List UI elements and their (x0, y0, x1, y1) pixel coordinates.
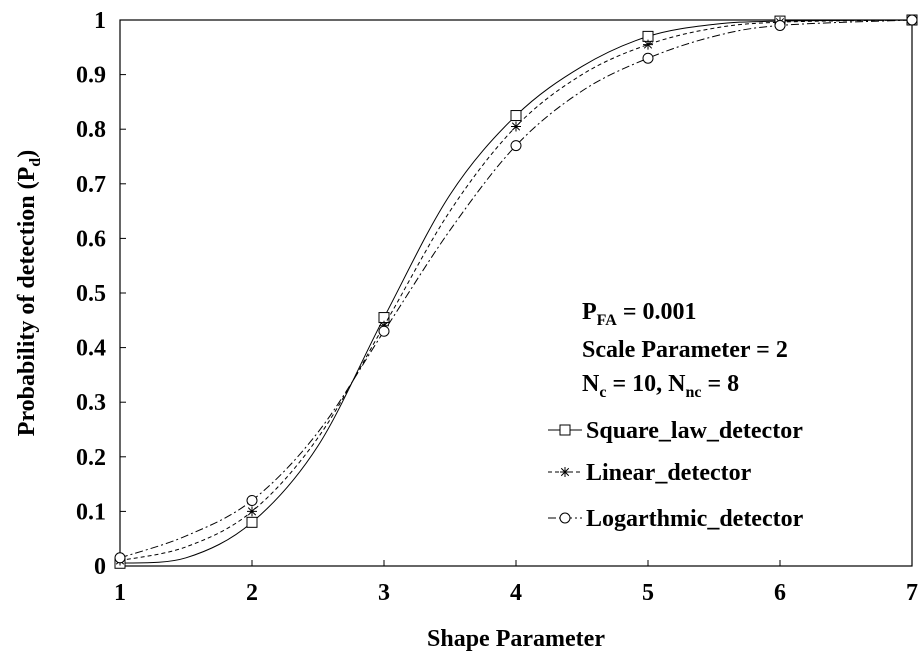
y-tick-label: 0.4 (76, 336, 106, 362)
data-point-star (643, 39, 653, 50)
legend-label: Square_law_detector (586, 418, 803, 444)
y-tick-label: 0.1 (76, 499, 106, 525)
y-tick-label: 0.9 (76, 63, 106, 89)
data-point-circle (378, 325, 390, 337)
x-axis-title: Shape Parameter (427, 626, 605, 652)
legend: Square_law_detector Linear_detector Logart… (548, 418, 804, 532)
y-tick-label: 0.7 (76, 172, 106, 198)
y-tick-label: 0.6 (76, 226, 106, 252)
legend-item: Linear_detector (548, 460, 752, 486)
legend-marker-star (560, 467, 570, 477)
series-line-circle (119, 19, 913, 559)
series-line-star (119, 19, 913, 562)
series-line-square (119, 19, 913, 564)
legend-label: Linear_detector (586, 460, 752, 486)
y-tick-label: 0 (94, 554, 106, 580)
y-tick-label: 0.3 (76, 390, 106, 416)
y-tick-label: 1 (94, 8, 106, 34)
y-axis: 0 0.1 0.2 0.3 0.4 0.5 0.6 0.7 0.8 0.9 1 (76, 8, 126, 580)
data-point-star (247, 506, 257, 517)
series-layer (114, 14, 918, 569)
legend-item: Square_law_detector (548, 418, 803, 444)
y-tick-label: 0.8 (76, 117, 106, 143)
series-square-group (114, 14, 918, 569)
x-tick-label: 6 (774, 580, 786, 606)
data-point-circle (906, 14, 918, 26)
data-point-circle (774, 19, 786, 31)
y-tick-label: 0.2 (76, 445, 106, 471)
scale-parameter-annotation: Scale Parameter = 2 (582, 337, 788, 363)
data-point-square (246, 516, 258, 528)
data-point-star (511, 121, 521, 132)
y-axis-title: Probability of detection (Pd) (14, 150, 44, 436)
x-tick-label: 7 (906, 580, 918, 606)
legend-label: Logarthmic_detector (586, 506, 804, 532)
x-tick-label: 2 (246, 580, 258, 606)
data-point-circle (642, 52, 654, 64)
data-point-circle (510, 140, 522, 152)
x-tick-label: 5 (642, 580, 654, 606)
legend-marker-square (559, 424, 571, 436)
y-tick-label: 0.5 (76, 281, 106, 307)
x-tick-label: 4 (510, 580, 522, 606)
legend-marker-circle (559, 512, 571, 524)
legend-item: Logarthmic_detector (548, 506, 804, 532)
series-star-group (115, 15, 917, 566)
cell-count-annotation: Nc = 10, Nnc = 8 (582, 371, 739, 401)
x-tick-label: 1 (114, 580, 126, 606)
x-axis: 1 2 3 4 5 6 7 (114, 560, 918, 606)
data-point-square (510, 110, 522, 122)
series-circle-group (114, 14, 918, 564)
pfa-annotation: PFA = 0.001 (582, 299, 697, 329)
data-point-circle (114, 552, 126, 564)
plot-frame (119, 19, 913, 567)
data-point-circle (246, 494, 258, 506)
x-tick-label: 3 (378, 580, 390, 606)
